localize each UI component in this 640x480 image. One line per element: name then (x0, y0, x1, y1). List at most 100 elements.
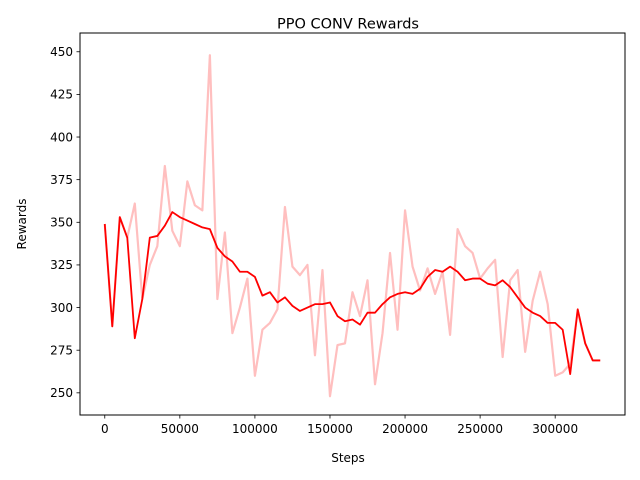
data-point-smoothed (382, 304, 383, 305)
series-line-raw (103, 54, 601, 398)
data-point-smoothed (142, 298, 143, 299)
data-point-smoothed (134, 338, 135, 339)
series-line-smoothed (103, 211, 601, 375)
data-point-smoothed (434, 269, 435, 270)
data-point-smoothed (562, 329, 563, 330)
data-point-smoothed (187, 220, 188, 221)
data-point-smoothed (570, 373, 571, 374)
data-point-smoothed (532, 312, 533, 313)
data-point-smoothed (449, 266, 450, 267)
data-point-smoothed (510, 287, 511, 288)
data-point-smoothed (277, 302, 278, 303)
data-point-raw (277, 309, 278, 310)
x-axis: 0 50000 100000 150000 200000 250000 300000 (101, 415, 578, 436)
data-point-raw (389, 252, 390, 253)
data-point-smoothed (352, 319, 353, 320)
data-point-raw (352, 292, 353, 293)
data-point-raw (224, 232, 225, 233)
data-point-raw (134, 203, 135, 204)
y-tick-label: 425 (50, 88, 73, 102)
data-point-smoothed (585, 343, 586, 344)
data-point-smoothed (525, 307, 526, 308)
data-point-raw (172, 230, 173, 231)
data-point-raw (547, 304, 548, 305)
data-point-smoothed (555, 322, 556, 323)
data-point-smoothed (314, 304, 315, 305)
y-tick-label: 450 (50, 45, 73, 59)
data-point-raw (179, 246, 180, 247)
data-point-smoothed (427, 276, 428, 277)
data-point-smoothed (547, 322, 548, 323)
y-tick-label: 325 (50, 258, 73, 272)
data-point-raw (382, 333, 383, 334)
data-point-smoothed (412, 293, 413, 294)
data-point-raw (374, 384, 375, 385)
data-point-smoothed (480, 278, 481, 279)
data-point-raw (449, 334, 450, 335)
data-point-raw (299, 275, 300, 276)
data-point-smoothed (209, 229, 210, 230)
y-tick-label: 400 (50, 130, 73, 144)
x-tick-label: 100000 (232, 422, 278, 436)
data-point-raw (239, 307, 240, 308)
data-point-raw (472, 252, 473, 253)
data-point-smoothed (104, 223, 105, 224)
data-point-raw (292, 266, 293, 267)
x-axis-label: Steps (331, 451, 365, 465)
series-layer (103, 54, 601, 398)
data-point-smoothed (329, 302, 330, 303)
plot-frame (79, 32, 626, 416)
data-point-smoothed (247, 271, 248, 272)
data-point-smoothed (442, 271, 443, 272)
data-point-raw (157, 246, 158, 247)
data-point-raw (344, 343, 345, 344)
data-point-raw (434, 293, 435, 294)
data-point-smoothed (239, 271, 240, 272)
data-point-smoothed (307, 307, 308, 308)
data-point-smoothed (284, 297, 285, 298)
data-point-smoothed (465, 280, 466, 281)
y-tick-label: 275 (50, 343, 73, 357)
x-tick-label: 200000 (382, 422, 428, 436)
data-point-smoothed (367, 312, 368, 313)
data-point-smoothed (127, 237, 128, 238)
data-point-smoothed (419, 288, 420, 289)
data-point-raw (457, 229, 458, 230)
chart-title: PPO CONV Rewards (277, 17, 419, 33)
data-point-raw (284, 206, 285, 207)
series-smoothed (103, 211, 601, 375)
data-point-smoothed (592, 360, 593, 361)
data-point-smoothed (179, 217, 180, 218)
data-point-smoothed (502, 280, 503, 281)
data-point-smoothed (299, 310, 300, 311)
data-point-raw (404, 210, 405, 211)
data-point-smoothed (337, 315, 338, 316)
data-point-raw (465, 246, 466, 247)
y-tick-label: 350 (50, 216, 73, 230)
data-point-smoothed (172, 211, 173, 212)
data-point-raw (164, 165, 165, 166)
data-point-smoothed (540, 315, 541, 316)
y-tick-label: 300 (50, 301, 73, 315)
data-point-smoothed (232, 261, 233, 262)
data-point-raw (322, 269, 323, 270)
data-point-raw (247, 278, 248, 279)
data-point-raw (217, 298, 218, 299)
data-point-smoothed (600, 360, 601, 361)
data-point-raw (495, 259, 496, 260)
data-point-raw (367, 280, 368, 281)
data-point-raw (254, 375, 255, 376)
data-point-smoothed (344, 321, 345, 322)
data-point-smoothed (322, 304, 323, 305)
data-point-smoothed (517, 297, 518, 298)
data-point-smoothed (457, 271, 458, 272)
data-point-raw (314, 355, 315, 356)
y-tick-label: 250 (50, 386, 73, 400)
data-point-raw (187, 181, 188, 182)
y-axis-label: Rewards (15, 199, 29, 250)
data-point-raw (202, 210, 203, 211)
data-point-smoothed (254, 276, 255, 277)
data-point-smoothed (374, 312, 375, 313)
data-point-raw (532, 300, 533, 301)
